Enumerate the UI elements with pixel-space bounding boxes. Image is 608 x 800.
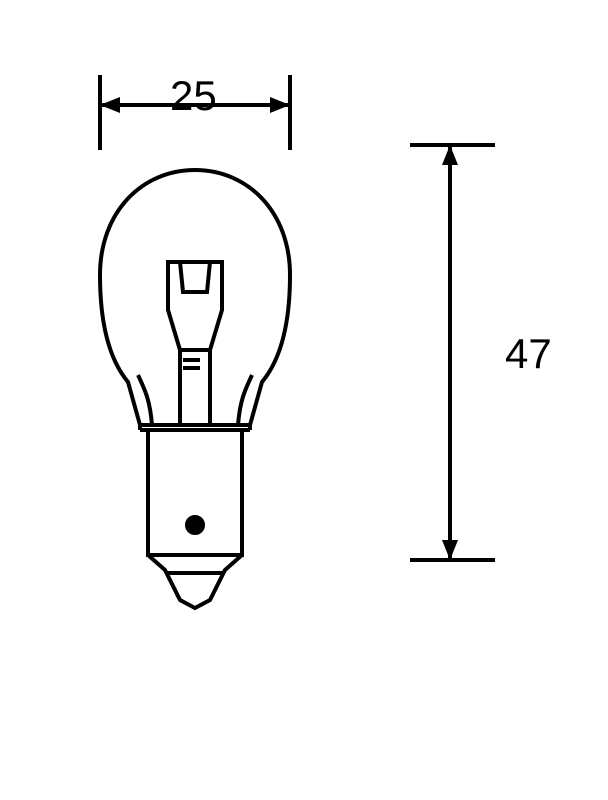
bulb-diagram bbox=[0, 0, 608, 800]
width-dimension-label: 25 bbox=[170, 72, 217, 120]
height-dimension bbox=[410, 145, 495, 560]
height-dimension-label: 47 bbox=[505, 330, 552, 378]
bulb-outline bbox=[100, 170, 290, 608]
